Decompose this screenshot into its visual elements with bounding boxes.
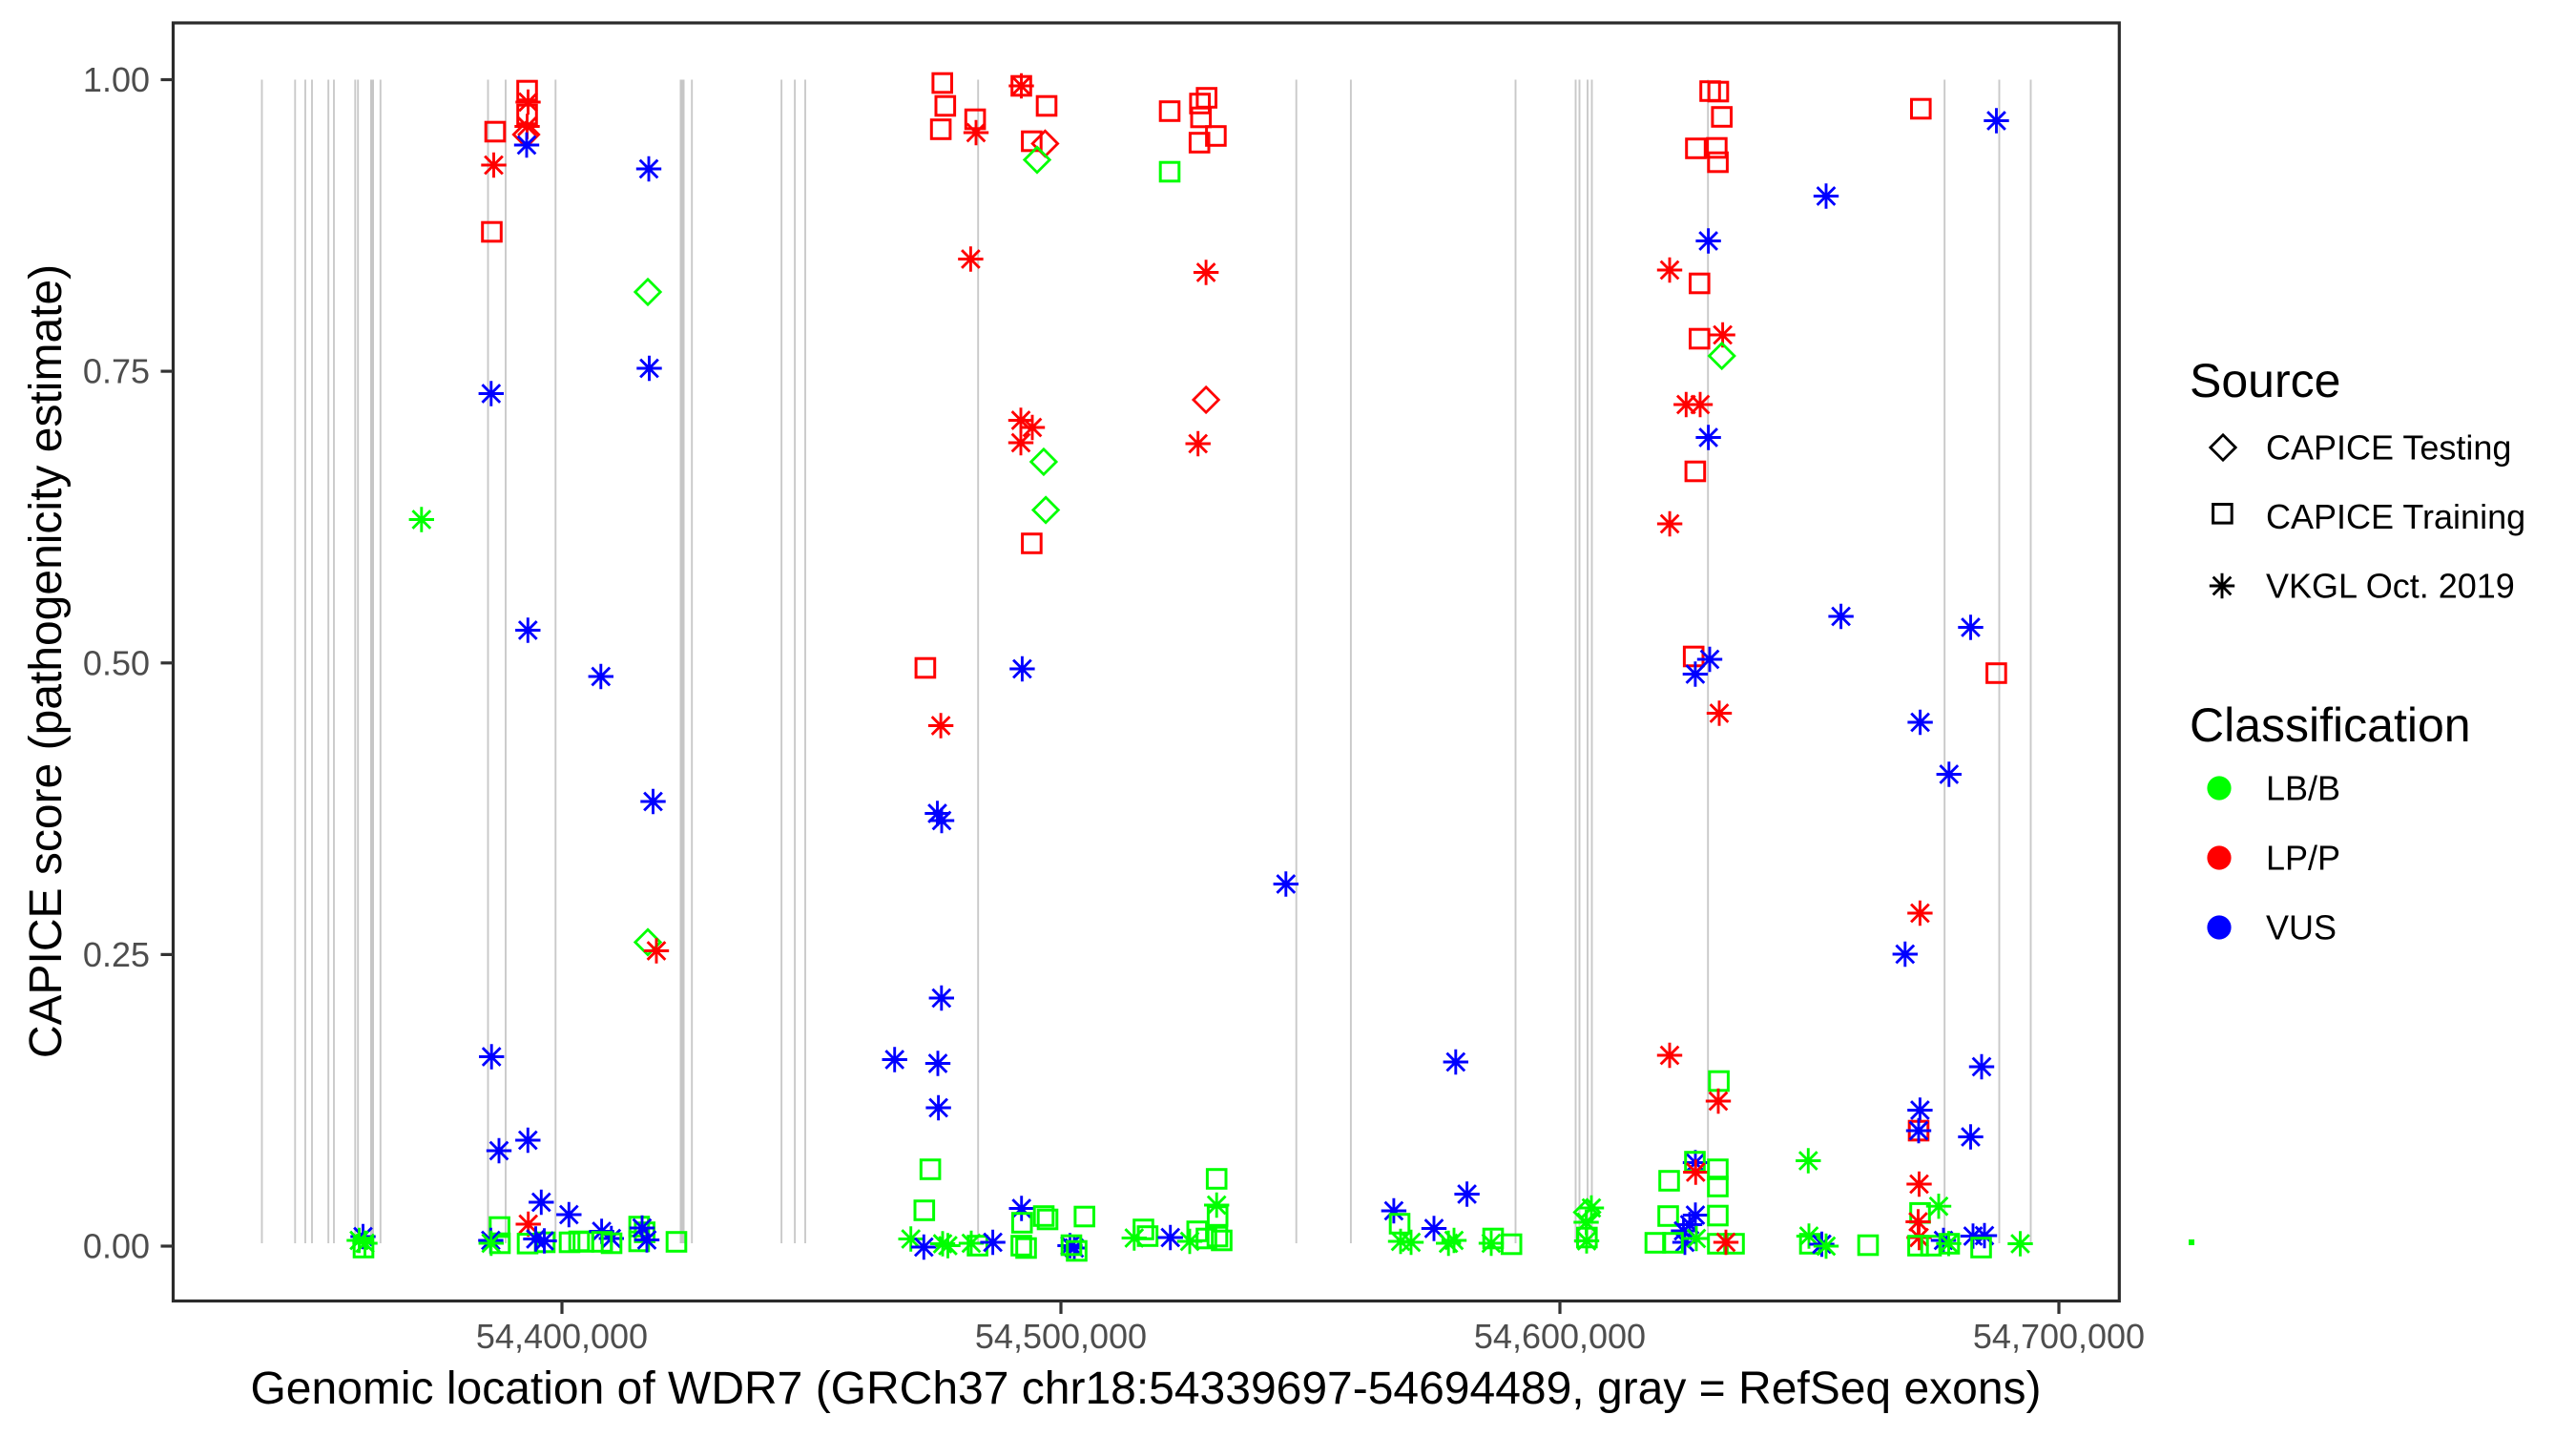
svg-text:0.50: 0.50: [83, 643, 150, 682]
svg-text:1.00: 1.00: [83, 60, 150, 99]
svg-text:LP/P: LP/P: [2266, 839, 2340, 878]
svg-text:LB/B: LB/B: [2266, 769, 2340, 808]
svg-text:0.00: 0.00: [83, 1227, 150, 1266]
svg-text:CAPICE Training: CAPICE Training: [2266, 497, 2525, 536]
svg-text:CAPICE Testing: CAPICE Testing: [2266, 428, 2511, 468]
svg-text:Classification: Classification: [2190, 698, 2471, 752]
svg-text:VUS: VUS: [2266, 908, 2337, 947]
svg-text:Source: Source: [2190, 354, 2340, 407]
svg-text:0.25: 0.25: [83, 935, 150, 974]
svg-text:CAPICE score (pathogenicity es: CAPICE score (pathogenicity estimate): [21, 264, 72, 1058]
svg-text:Genomic location of WDR7 (GRCh: Genomic location of WDR7 (GRCh37 chr18:5…: [250, 1363, 2041, 1414]
svg-text:54,700,000: 54,700,000: [1973, 1317, 2145, 1356]
svg-text:54,600,000: 54,600,000: [1474, 1317, 1646, 1356]
svg-text:54,500,000: 54,500,000: [975, 1317, 1147, 1356]
svg-text:VKGL Oct. 2019: VKGL Oct. 2019: [2266, 567, 2515, 606]
svg-text:0.75: 0.75: [83, 352, 150, 391]
svg-text:54,400,000: 54,400,000: [476, 1317, 648, 1356]
